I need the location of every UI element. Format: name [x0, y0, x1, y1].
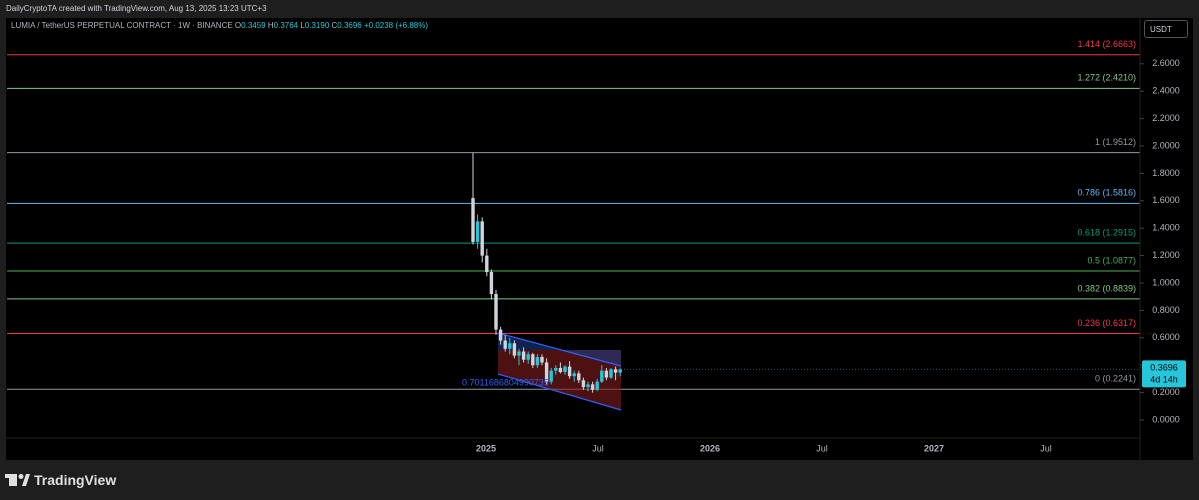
- last-price-tag: [1142, 360, 1186, 388]
- y-tick-label: 0.2000: [1152, 387, 1180, 397]
- x-tick-label: 2027: [924, 443, 944, 453]
- candle-body: [489, 272, 494, 294]
- y-tick-label: 0.8000: [1152, 305, 1180, 315]
- x-tick-label: 2025: [476, 443, 496, 453]
- y-tick-label: 1.6000: [1152, 195, 1180, 205]
- x-tick-label: Jul: [816, 443, 828, 453]
- grid-layer: 1.414 (2.6663) 1.272 (2.4210) 1 (1.9512) 0.…: [7, 39, 1140, 390]
- y-tick-label: 2.0000: [1152, 140, 1180, 150]
- channel-top: [497, 332, 622, 367]
- candle-body: [558, 367, 563, 373]
- fib-label: 1 (1.9512): [1095, 137, 1136, 147]
- candles-layer: [471, 152, 622, 393]
- candle-body: [549, 370, 553, 382]
- x-tick-label: 2026: [700, 443, 720, 453]
- candle-body: [540, 356, 544, 363]
- candle-body: [512, 343, 517, 356]
- o-label: O: [234, 21, 242, 30]
- l-label: L: [300, 21, 305, 30]
- candle-body: [475, 221, 480, 242]
- candle-body: [535, 356, 540, 366]
- h-label: H: [267, 21, 274, 30]
- y-tick-label: 1.4000: [1152, 223, 1180, 233]
- fib-label: 0.786 (1.5816): [1077, 188, 1136, 198]
- fib-label: 0 (0.2241): [1095, 374, 1136, 384]
- candle-body: [498, 329, 503, 341]
- fib-label: 0.236 (0.6317): [1077, 318, 1136, 328]
- y-tick-label: 2.6000: [1152, 58, 1180, 68]
- fib-label: 0.382 (0.8839): [1077, 283, 1136, 293]
- y-tick-label: 1.0000: [1152, 277, 1180, 287]
- candle-body: [581, 380, 586, 388]
- candle-body: [485, 255, 489, 273]
- channel-note: 0.7011686804990735: [462, 377, 549, 387]
- candle-body: [613, 369, 618, 373]
- candle-body: [494, 293, 498, 330]
- y-tick-label: 0.0000: [1152, 414, 1180, 424]
- y-tick-label: 2.2000: [1152, 113, 1180, 123]
- candle-body: [609, 369, 613, 378]
- candle-body: [521, 351, 526, 360]
- candle-body: [517, 351, 521, 356]
- c-label: C: [331, 21, 338, 30]
- last-price-label: 0.3696: [1150, 363, 1178, 373]
- close-value: 0.3696: [337, 21, 362, 30]
- x-tick-label: Jul: [1040, 443, 1052, 453]
- candle-body: [567, 366, 572, 377]
- candle-body: [471, 198, 475, 242]
- candle-body: [572, 373, 576, 377]
- candle-body: [531, 354, 535, 366]
- y-tick-label: 1.8000: [1152, 168, 1180, 178]
- candle-body: [503, 340, 507, 349]
- fib-label: 1.272 (2.4210): [1077, 73, 1136, 83]
- candle-body: [600, 370, 604, 382]
- y-tick-label: 1.2000: [1152, 250, 1180, 260]
- candle-body: [604, 370, 609, 378]
- open-value: 0.3459: [241, 21, 266, 30]
- low-value: 0.3190: [304, 21, 330, 30]
- candle-body: [544, 362, 549, 382]
- change: +0.0238 (+6.88%): [363, 21, 429, 30]
- candle-body: [563, 366, 567, 373]
- fib-label: 0.618 (1.2915): [1077, 227, 1136, 237]
- candle-body: [480, 221, 484, 256]
- channel-bottom: [497, 373, 622, 411]
- channel-lower-fill: [498, 350, 621, 410]
- candle-body: [618, 369, 622, 373]
- candle-body: [554, 367, 558, 371]
- x-tick-label: Jul: [592, 443, 604, 453]
- y-tick-label: 0.6000: [1152, 332, 1180, 342]
- credit-bar: DailyCryptoTA created with TradingView.c…: [0, 0, 1199, 18]
- logo: [5, 474, 30, 486]
- y-tick-label: 2.4000: [1152, 86, 1180, 96]
- high-value: 0.3764: [273, 21, 299, 30]
- fib-label: 1.414 (2.6663): [1077, 39, 1136, 49]
- candle-body: [595, 381, 599, 390]
- candle-body: [590, 384, 595, 390]
- symbol: LUMIA / TetherUS PERPETUAL CONTRACT · 1W…: [11, 21, 233, 30]
- candle-body: [526, 354, 530, 360]
- countdown: 4d 14h: [1150, 375, 1178, 385]
- candle-body: [586, 384, 590, 388]
- currency-button[interactable]: USDT: [1144, 20, 1188, 38]
- fib-label: 0.5 (1.0877): [1087, 255, 1136, 265]
- brand: TradingView: [34, 472, 117, 488]
- candle-body: [508, 343, 512, 349]
- candle-body: [577, 373, 581, 381]
- symbol-legend: LUMIA / TetherUS PERPETUAL CONTRACT · 1W…: [11, 21, 428, 30]
- credit: DailyCryptoTA created with TradingView.c…: [6, 4, 267, 13]
